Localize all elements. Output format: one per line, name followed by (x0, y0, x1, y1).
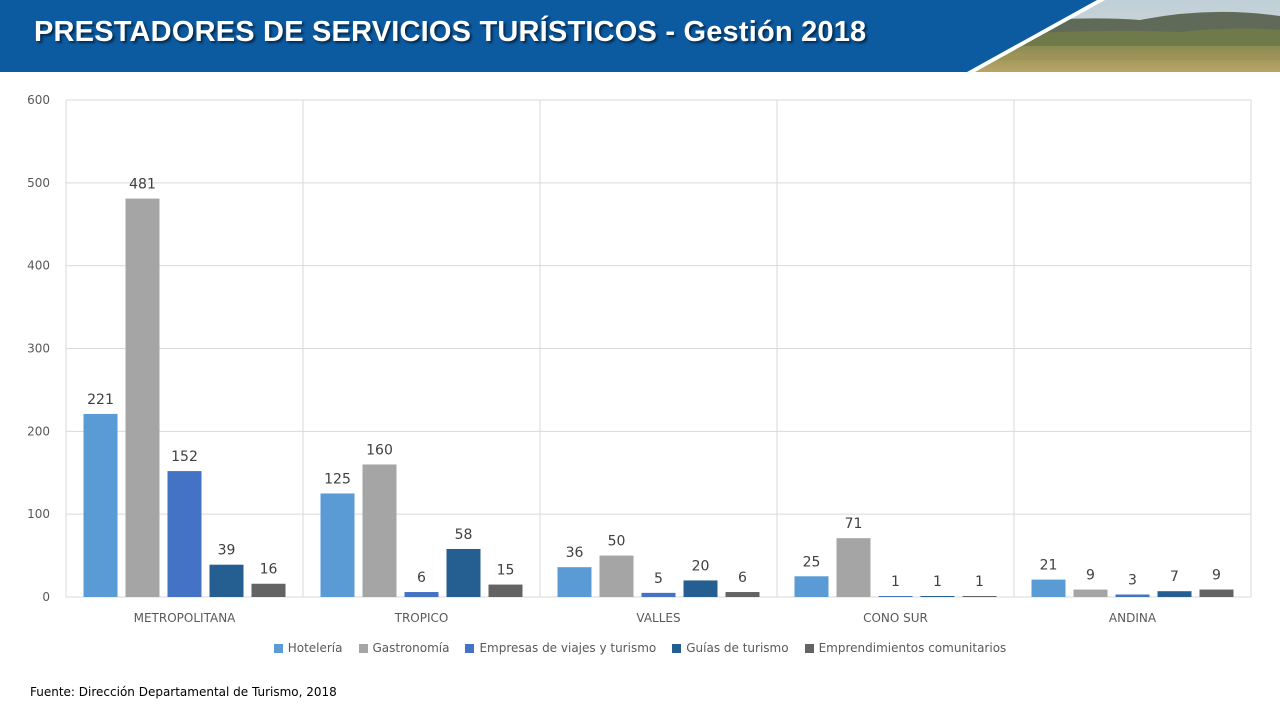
category-label: TROPICO (394, 611, 449, 625)
data-label: 6 (738, 570, 747, 586)
bar (1157, 591, 1192, 597)
bar (167, 471, 202, 597)
data-label: 16 (260, 562, 278, 578)
legend-swatch (273, 643, 283, 653)
data-label: 221 (87, 392, 114, 408)
bar (125, 198, 160, 598)
y-tick-label: 400 (27, 259, 50, 273)
data-label: 25 (803, 554, 821, 570)
legend-label: Emprendimientos comunitarios (818, 641, 1007, 655)
bar (1073, 589, 1108, 597)
y-tick-label: 300 (27, 342, 50, 356)
bar (404, 592, 439, 597)
bar (83, 413, 118, 597)
bar (836, 538, 871, 597)
bar (878, 596, 913, 597)
legend-swatch (804, 643, 814, 653)
data-label: 1 (891, 574, 900, 590)
legend-swatch (465, 643, 475, 653)
bars (83, 198, 1234, 598)
data-label: 9 (1212, 568, 1221, 584)
legend-label: Hotelería (287, 641, 343, 655)
category-label: ANDINA (1109, 611, 1157, 625)
axes: 0 100 200 300 400 500 600 METROPOLITANA TROPICO V… (27, 93, 1157, 625)
data-label: 1 (975, 574, 984, 590)
bar (362, 464, 397, 597)
data-label: 6 (417, 570, 426, 586)
legend-label: Gastronomía (372, 641, 450, 655)
data-label: 58 (455, 527, 473, 543)
source-note: Fuente: Dirección Departamental de Turis… (30, 685, 337, 699)
data-label: 20 (692, 558, 710, 574)
data-label: 125 (324, 471, 351, 487)
legend-label: Guías de turismo (686, 641, 789, 655)
data-label: 15 (497, 563, 515, 579)
legend-item: Emprendimientos comunitarios (804, 641, 1007, 655)
bar (446, 548, 481, 597)
bar (557, 567, 592, 597)
page-title: PRESTADORES DE SERVICIOS TURÍSTICOS - Ge… (34, 16, 867, 48)
legend-item: Guías de turismo (672, 641, 789, 655)
data-label: 39 (218, 543, 236, 559)
bar (962, 596, 997, 597)
y-tick-label: 0 (42, 590, 50, 604)
data-label: 5 (654, 571, 663, 587)
y-tick-label: 200 (27, 424, 50, 438)
bar (320, 493, 355, 597)
data-label: 7 (1170, 569, 1179, 585)
data-label: 160 (366, 442, 393, 458)
legend-swatch (672, 643, 682, 653)
data-label: 36 (566, 545, 584, 561)
data-label: 1 (933, 574, 942, 590)
landscape-photo-image (967, 0, 1280, 72)
legend-item: Gastronomía (358, 641, 450, 655)
header-banner: PRESTADORES DE SERVICIOS TURÍSTICOS - Ge… (0, 0, 1280, 72)
legend-swatch (358, 643, 368, 653)
category-label: VALLES (636, 611, 680, 625)
data-label: 71 (845, 516, 863, 532)
bar (599, 555, 634, 597)
data-label: 21 (1040, 558, 1058, 574)
data-label: 9 (1086, 568, 1095, 584)
chart-legend: Hotelería Gastronomía Empresas de viajes y… (0, 641, 1280, 655)
bar (1199, 589, 1234, 597)
bar (794, 576, 829, 597)
bar (641, 592, 676, 597)
legend-label: Empresas de viajes y turismo (479, 641, 657, 655)
y-tick-label: 500 (27, 176, 50, 190)
bar (209, 564, 244, 597)
data-label: 50 (608, 534, 626, 550)
bar (488, 584, 523, 597)
category-label: CONO SUR (863, 611, 928, 625)
bar (1115, 594, 1150, 597)
data-label: 152 (171, 449, 198, 465)
category-label: METROPOLITANA (134, 611, 237, 625)
gridlines (65, 99, 1252, 598)
legend-item: Empresas de viajes y turismo (465, 641, 656, 655)
y-tick-label: 100 (27, 507, 50, 521)
data-label: 3 (1128, 573, 1137, 589)
bar (725, 592, 760, 597)
bar (683, 580, 718, 597)
bar (920, 596, 955, 597)
bar (251, 583, 286, 597)
bar (1031, 579, 1066, 597)
data-label: 481 (129, 177, 156, 193)
legend-item: Hotelería (273, 641, 343, 655)
y-tick-label: 600 (27, 93, 50, 107)
